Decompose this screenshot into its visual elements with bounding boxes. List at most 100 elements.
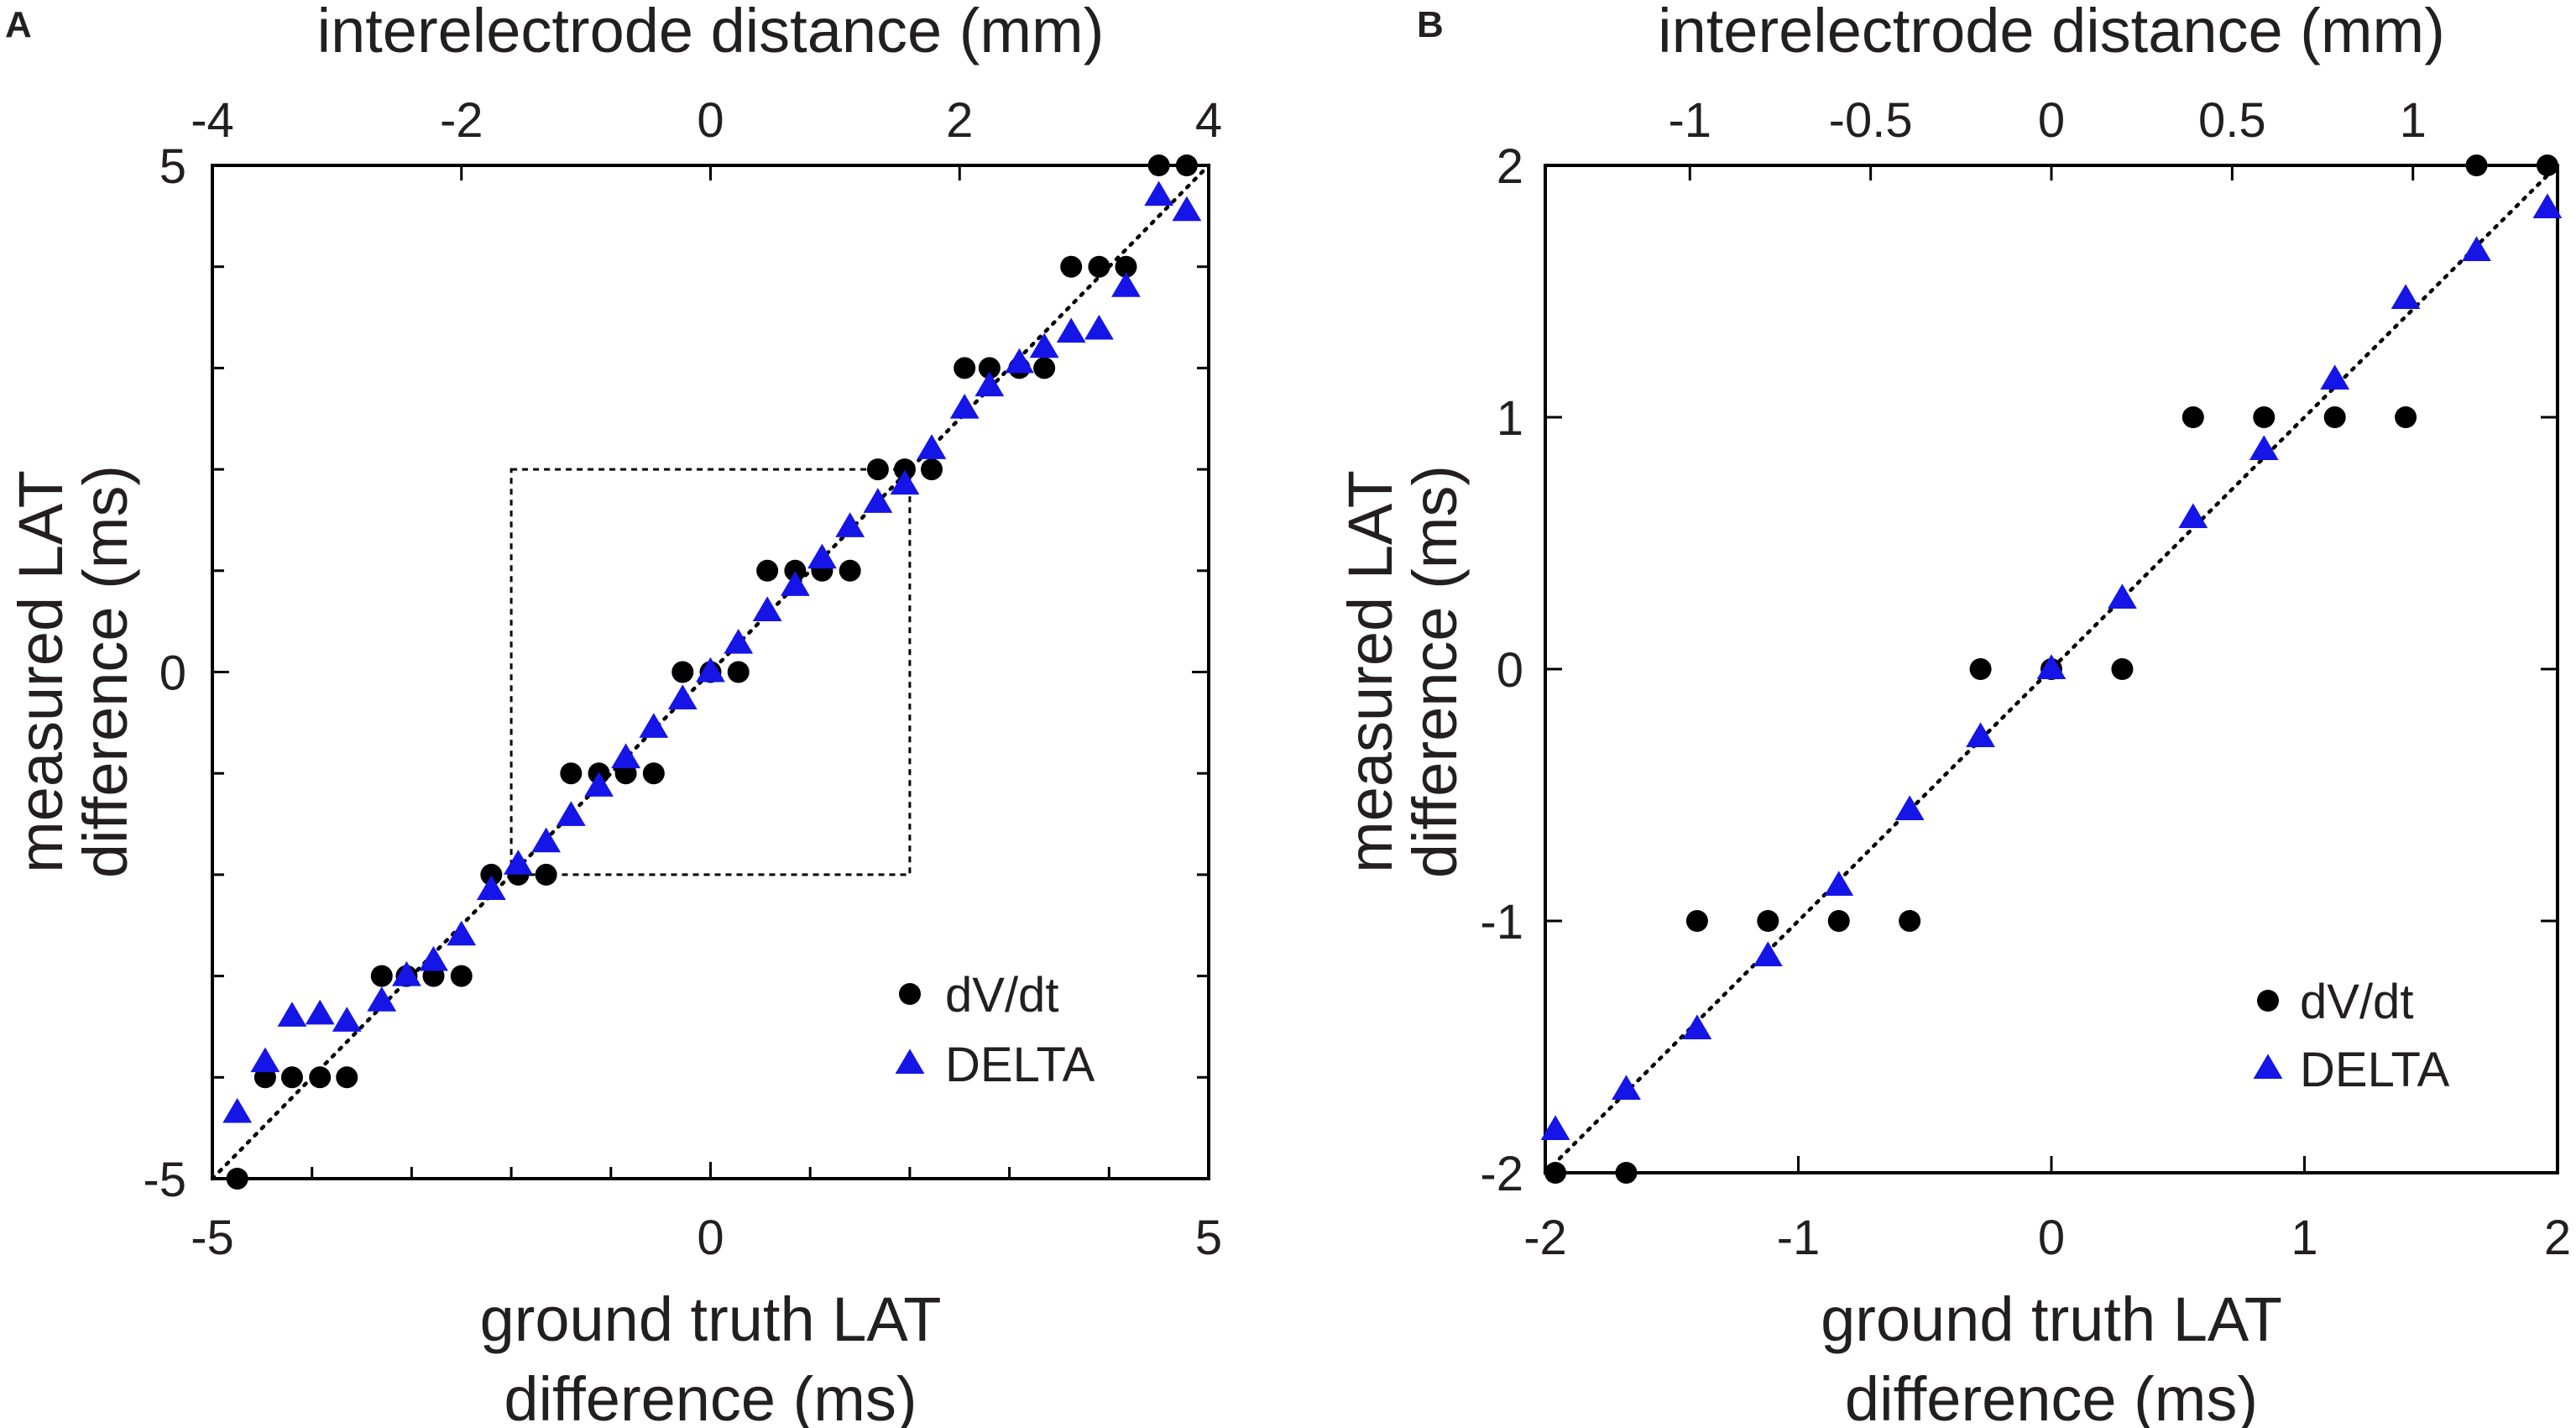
panel-a-dvdt-point: [671, 661, 694, 683]
panel-a-delta-point: [476, 875, 506, 900]
panel-b-y-tick-label: 2: [1497, 139, 1523, 194]
panel-a-dvdt-point: [978, 357, 1001, 379]
panel-a-delta-point: [639, 713, 669, 738]
panel-b-delta-point: [2178, 503, 2208, 528]
panel-a-delta-point: [250, 1047, 280, 1073]
panel-b-delta-point: [2249, 435, 2279, 460]
panel-a-delta-point: [863, 488, 893, 513]
panel-a-letter: A: [5, 4, 32, 45]
panel-a-delta-point: [890, 469, 920, 495]
panel-b-top-tick-label: 0: [2038, 93, 2065, 148]
panel-a-dvdt-point: [560, 762, 583, 785]
panel-a-dvdt-point: [450, 965, 473, 987]
panel-a-delta-point: [667, 684, 698, 710]
panel-a-delta-point: [780, 571, 810, 596]
panel-a-dvdt-point: [784, 559, 807, 582]
panel-b-legend-delta-marker: [2253, 1054, 2283, 1079]
panel-a-y-tick-label: -5: [143, 1153, 186, 1207]
panel-a-delta-point: [392, 960, 421, 986]
panel-b-dvdt-point: [1544, 1162, 1567, 1184]
panel-a-top-tick-label: 2: [946, 93, 973, 148]
panel-b-y-tick-label: -2: [1480, 1147, 1523, 1201]
panel-b-delta-point: [1753, 941, 1783, 966]
panel-b-dvdt-point: [1827, 910, 1850, 932]
panel-b-dvdt-point: [2395, 406, 2417, 428]
panel-a-dvdt-point: [226, 1168, 248, 1190]
panel-b-y-axis-title: difference (ms): [1400, 465, 1470, 878]
panel-b-top-tick-label: 0.5: [2198, 93, 2266, 148]
panel-b-delta-point: [1894, 795, 1925, 820]
panel-a-delta-point: [974, 371, 1005, 397]
panel-a-delta-point: [222, 1097, 253, 1123]
panel-b-letter: B: [1417, 4, 1444, 45]
panel-b-delta-point: [2532, 193, 2563, 218]
panel-a-delta-point: [556, 801, 586, 826]
panel-a-x-tick-label: 0: [697, 1211, 724, 1265]
panel-b-dvdt-point: [2253, 406, 2276, 428]
panel-a-delta-point: [1111, 272, 1141, 297]
panel-a-delta-point: [724, 629, 754, 654]
panel-a-top-tick-label: 4: [1195, 93, 1222, 148]
panel-a-dvdt-point: [839, 559, 861, 582]
panel-a-delta-point: [504, 850, 533, 875]
panel-a-x-tick-label: 5: [1195, 1211, 1222, 1265]
panel-a-delta-point: [696, 656, 725, 683]
panel-a-dvdt-point: [480, 863, 503, 886]
panel-b-dvdt-point: [2465, 154, 2488, 176]
panel-b-x-tick-label: -1: [1777, 1211, 1821, 1265]
panel-a-delta-point: [917, 434, 947, 459]
panel-b-top-tick-label: -1: [1668, 93, 1711, 148]
panel-a-dvdt-point: [642, 762, 665, 785]
panel-a-dvdt-point: [280, 1066, 303, 1089]
panel-b-y-tick-label: -1: [1480, 895, 1523, 949]
panel-a-legend-dvdt-marker: [899, 983, 921, 1005]
panel-b-legend-dvdt-marker: [2257, 990, 2279, 1012]
panel-a-x-axis-title: ground truth LAT: [480, 1284, 942, 1354]
panel-a-delta-point: [611, 743, 641, 769]
panel-b-top-axis-title: interelectrode distance (mm): [1658, 0, 2445, 65]
panel-b-dvdt-point: [2111, 658, 2134, 680]
panel-a-dvdt-point: [1115, 255, 1137, 278]
panel-b-dvdt-point: [1615, 1162, 1638, 1184]
panel-a-delta-point: [1172, 196, 1202, 222]
panel-a-delta-point: [807, 543, 837, 569]
panel-a-legend-delta-marker: [895, 1049, 925, 1074]
panel-a-zoom-box: [509, 468, 912, 876]
panel-a-delta-point: [1084, 314, 1114, 340]
panel-a-dvdt-point: [1033, 357, 1056, 379]
panel-b-top-tick-label: -0.5: [1829, 93, 1913, 148]
panel-b-dvdt-point: [1969, 658, 1992, 680]
panel-a-delta-point: [332, 1007, 362, 1032]
panel-b-dvdt-point: [2182, 406, 2204, 428]
panel-a-delta-point: [835, 512, 865, 537]
panel-a-dvdt-point: [727, 661, 750, 683]
panel-b-delta-point: [1966, 722, 1995, 747]
panel-a-x-axis-title: difference (ms): [504, 1364, 917, 1428]
panel-a-top-tick-label: -4: [191, 93, 234, 148]
panel-a-top-tick-label: 0: [697, 93, 724, 148]
panel-a-dvdt-point: [921, 458, 943, 481]
panel-b-dvdt-point: [1899, 910, 1921, 932]
panel-b-top-tick-label: 1: [2400, 93, 2427, 148]
panel-b-dvdt-point: [2536, 154, 2558, 176]
panel-a-delta-point: [277, 1002, 307, 1027]
panel-a-x-tick-label: -5: [191, 1211, 234, 1265]
panel-a-top-tick-label: -2: [440, 93, 483, 148]
panel-a-delta-point: [1056, 317, 1086, 343]
panel-a-delta-point: [584, 772, 614, 797]
panel-a-delta-point: [949, 394, 980, 419]
panel-b-delta-point: [1540, 1115, 1570, 1140]
panel-a-delta-point: [447, 920, 477, 946]
panel-a-dvdt-point: [309, 1066, 332, 1089]
panel-a-y-axis-title: measured LAT: [6, 470, 76, 873]
panel-a-dvdt-point: [866, 458, 889, 481]
panel-a-legend-dvdt-label: dV/dt: [945, 968, 1058, 1023]
panel-a-top-axis-title: interelectrode distance (mm): [317, 0, 1105, 65]
panel-a-delta-point: [305, 999, 335, 1025]
panel-a-dvdt-point: [756, 559, 779, 582]
panel-b-delta-point: [1612, 1075, 1641, 1100]
panel-a-dvdt-point: [893, 458, 916, 481]
panel-a-delta-point: [367, 986, 397, 1012]
panel-b-x-tick-label: 0: [2038, 1211, 2065, 1265]
panel-a-legend-delta-label: DELTA: [945, 1038, 1095, 1092]
